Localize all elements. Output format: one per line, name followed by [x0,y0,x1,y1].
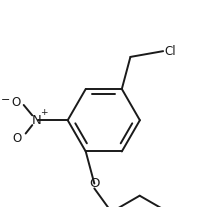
Text: +: + [40,108,47,117]
Text: N: N [31,114,41,127]
Text: O: O [13,132,22,145]
Text: O: O [89,177,100,190]
Text: −: − [0,95,10,104]
Text: Cl: Cl [164,45,176,58]
Text: O: O [12,95,21,109]
